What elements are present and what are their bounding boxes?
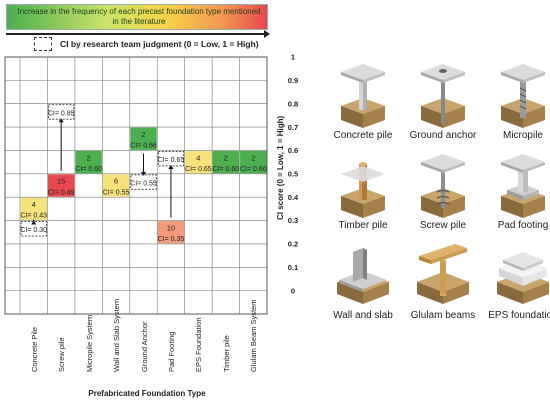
concrete-pile-icon: [341, 64, 385, 128]
ci-cell: [47, 174, 75, 197]
foundation-label: Pad footing: [497, 220, 549, 231]
cell-count-label: 4: [196, 153, 200, 162]
foundation-label: Concrete pile: [333, 130, 393, 141]
ci-cell: [130, 127, 157, 150]
ci-cell: [157, 221, 185, 244]
arrow-head: [168, 164, 174, 169]
ci-heatmap: 1 0.9 0.8 0.7 0.6 0.5 0.4 0.3 0.2 0.1 0 4 CI= 0.43 15…: [4, 53, 299, 315]
ci-judgment-box: [20, 221, 47, 237]
foundation-card: Wall and slab: [318, 238, 408, 323]
y-tick-label: 0.4: [288, 193, 299, 202]
x-axis-title: Prefabricated Foundation Type: [88, 389, 206, 398]
pad-footing-icon: [501, 154, 545, 218]
foundation-card: Screw pile: [398, 148, 488, 233]
cell-count-label: 2: [87, 153, 91, 162]
ci-cell: [240, 150, 267, 174]
cell-ci-label: CI= 0.60: [75, 166, 102, 173]
ci-cell: [185, 150, 212, 174]
ci-judgment-label: CI= 0.30: [20, 227, 47, 234]
ci-judgment-label: CI= 0.55: [130, 181, 157, 188]
foundation-label: Micropile: [502, 130, 543, 141]
cell-count-label: 4: [32, 200, 36, 209]
y-tick-label: 0.6: [288, 146, 298, 155]
y-tick-label: 0.8: [288, 99, 298, 108]
cell-count-label: 15: [57, 177, 65, 186]
foundation-label: Ground anchor: [409, 130, 477, 141]
cell-ci-label: CI= 0.65: [185, 166, 212, 173]
micropile-icon: [501, 64, 545, 128]
timber-pile-icon: [341, 162, 385, 218]
x-tick-label: EPS Foundation: [194, 317, 204, 372]
increase-arrow: [6, 30, 270, 37]
ci-judgment-box: [130, 174, 157, 190]
foundation-card: Pad footing: [478, 148, 550, 233]
foundation-card: EPS foundation: [478, 238, 550, 323]
arrow-head: [31, 220, 37, 225]
ci-cell: [212, 150, 240, 174]
foundation-label: Timber pile: [338, 220, 388, 231]
ci-cell: [75, 150, 102, 174]
cell-ci-label: CI= 0.60: [212, 166, 239, 173]
wall-and-slab-icon: [337, 248, 389, 304]
cell-ci-label: CI= 0.55: [103, 189, 130, 196]
cell-ci-label: CI= 0.35: [158, 236, 185, 243]
ci-judgment-label: CI= 0.85: [48, 110, 75, 117]
eps-foundation-icon: [497, 252, 549, 304]
ci-judgment-legend-box: [34, 37, 52, 51]
ci-judgment-label: CI= 0.65: [158, 157, 185, 164]
y-tick-label: 0.5: [288, 170, 298, 179]
cell-ci-label: CI= 0.66: [130, 143, 157, 150]
cell-count-label: 6: [114, 177, 118, 186]
cell-ci-label: CI= 0.43: [20, 213, 47, 220]
cell-ci-label: CI= 0.60: [240, 166, 267, 173]
foundation-label: EPS foundation: [488, 310, 550, 321]
foundation-label: Glulam beams: [410, 310, 476, 321]
x-tick-label: Timber pile: [221, 335, 231, 372]
x-tick-label: Screw pile: [57, 337, 67, 372]
x-tick-label: Wall and Slab System: [112, 298, 122, 372]
x-tick-label: Concrete Pile: [29, 326, 39, 372]
y-tick-label: 0.9: [288, 76, 298, 85]
foundation-card: Concrete pile: [318, 58, 408, 143]
ground-anchor-icon: [421, 64, 465, 128]
frequency-legend-text: Increase in the frequency of each precas…: [17, 7, 261, 26]
y-tick-label: 0.2: [288, 240, 298, 249]
screw-pile-icon: [421, 154, 465, 218]
ci-judgment-legend-text: CI by research team judgment (0 = Low, 1…: [60, 39, 259, 49]
x-tick-label: Micropile System: [84, 314, 94, 372]
y-tick-label: 0: [291, 286, 295, 295]
cell-count-label: 2: [141, 130, 145, 139]
foundation-label: Screw pile: [419, 220, 467, 231]
arrow-head: [58, 118, 64, 123]
cell-count-label: 2: [251, 153, 255, 162]
x-tick-label: Ground Anchor: [139, 321, 149, 372]
x-tick-label: Glulam Beam System: [249, 299, 259, 372]
y-tick-label: 0.7: [288, 123, 298, 132]
cell-count-label: 10: [167, 223, 175, 232]
glulam-beams-icon: [417, 244, 469, 304]
ci-cell: [102, 174, 130, 197]
ci-cell: [20, 197, 47, 221]
frequency-gradient-legend: Increase in the frequency of each precas…: [6, 4, 268, 30]
y-tick-label: 0.1: [288, 263, 298, 272]
arrow-head: [141, 171, 146, 176]
cell-ci-label: CI= 0.49: [48, 189, 75, 196]
foundation-card: Timber pile: [318, 148, 408, 233]
foundation-card: Ground anchor: [398, 58, 488, 143]
foundation-label: Wall and slab: [333, 310, 393, 321]
y-axis-title: CI score (0 = Low, 1 = High): [276, 115, 285, 220]
foundation-card: Glulam beams: [398, 238, 488, 323]
y-tick-label: 1: [291, 53, 295, 62]
foundation-card: Micropile: [478, 58, 550, 143]
y-tick-label: 0.3: [288, 216, 298, 225]
x-tick-label: Pad Footing: [166, 331, 176, 372]
cell-count-label: 2: [224, 153, 228, 162]
